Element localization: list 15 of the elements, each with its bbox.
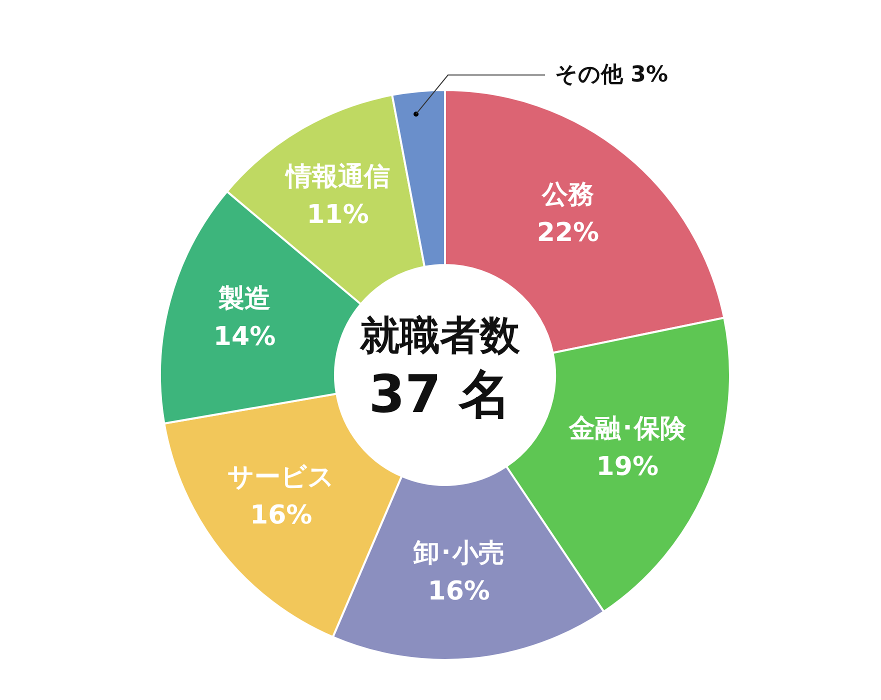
data-label: 14%: [213, 322, 276, 352]
slice-label: 公務: [541, 180, 594, 210]
slice-label: サービス: [228, 462, 335, 493]
text: 37 名: [368, 364, 512, 427]
slice-label: 情報通信: [284, 162, 390, 192]
slice-label: 製造: [218, 284, 271, 314]
slice-label: 金融･保険: [568, 414, 687, 444]
data-label: 22%: [536, 218, 600, 248]
data-label: 16%: [428, 576, 490, 607]
data-label: 19%: [596, 452, 659, 482]
text: 就職者数: [358, 312, 521, 361]
slice-label: その他 3%: [555, 62, 668, 88]
data-label: 16%: [250, 500, 312, 531]
data-label: 11%: [306, 200, 369, 230]
slice-label: 卸･小売: [412, 538, 504, 569]
